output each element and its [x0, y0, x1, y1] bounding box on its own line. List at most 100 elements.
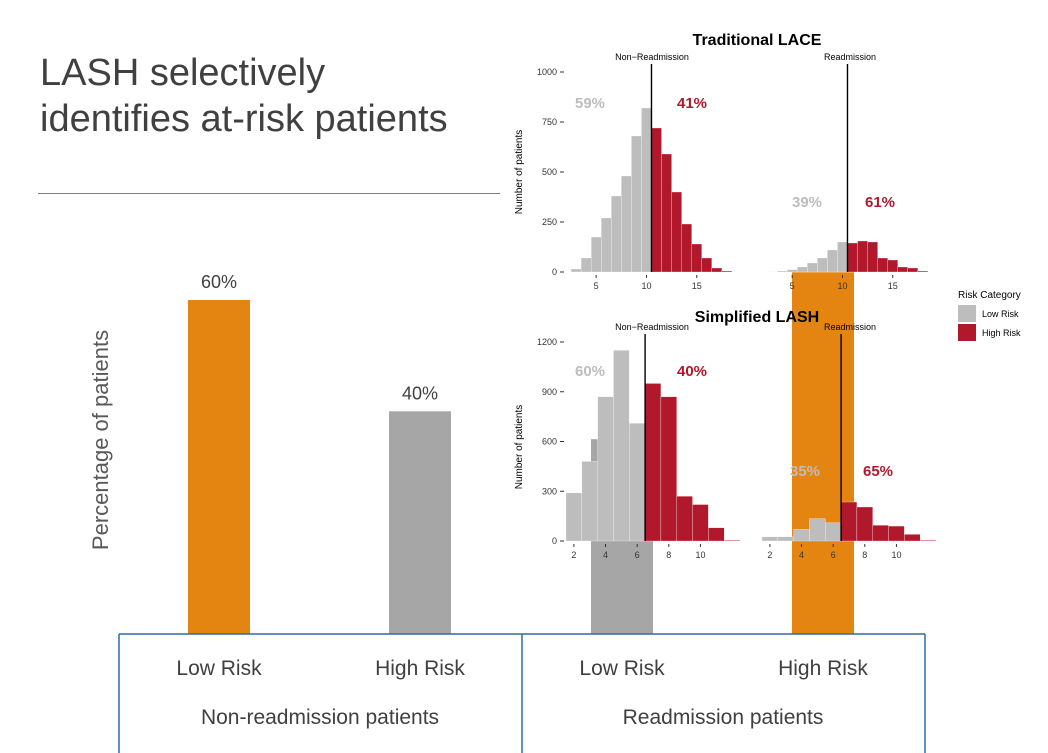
y-tick-label: 1200 [537, 337, 557, 347]
histogram-bar [897, 266, 908, 273]
histogram-bar [809, 518, 826, 542]
histogram-bar [797, 266, 808, 273]
histogram-bar [761, 536, 778, 542]
x-tick-label: 4 [603, 550, 608, 560]
histogram-bar [570, 268, 582, 273]
histogram-bar [590, 236, 602, 273]
main-bar-value-label: 40% [402, 383, 438, 403]
histogram-bar [817, 257, 828, 273]
category-label: High Risk [778, 657, 868, 680]
panel-label: Readmission [824, 322, 876, 332]
histogram-bar [661, 153, 672, 273]
histogram-bar [601, 217, 612, 273]
title-divider [38, 193, 500, 194]
histogram-bar [691, 243, 702, 273]
histogram-bar [681, 223, 692, 273]
histogram-bar [644, 383, 662, 542]
y-tick-label: 500 [542, 167, 557, 177]
y-tick-label: 1000 [537, 67, 557, 77]
low-risk-percent: 39% [792, 194, 822, 211]
x-tick-label: 10 [837, 281, 847, 291]
low-risk-percent: 59% [575, 95, 605, 112]
y-tick-label: 0 [552, 267, 557, 277]
main-bar-value-label: 60% [201, 272, 237, 292]
histogram-bar [597, 396, 614, 542]
high-risk-percent: 41% [677, 95, 707, 112]
histogram-bar [904, 534, 921, 542]
histogram-bar [825, 522, 842, 542]
histogram-bar [711, 267, 723, 273]
histogram-bar [872, 525, 889, 542]
histogram-bar [613, 350, 630, 542]
group-label: Non-readmission patients [201, 706, 439, 729]
x-tick-label: 2 [767, 550, 772, 560]
x-tick-label: 10 [695, 550, 705, 560]
high-risk-percent: 61% [865, 194, 895, 211]
x-tick-label: 6 [635, 550, 640, 560]
histogram-bar [887, 259, 898, 273]
histogram-bar [676, 496, 693, 542]
main-bar [188, 300, 250, 634]
x-tick-label: 4 [799, 550, 804, 560]
category-label: Low Risk [176, 657, 262, 680]
histogram-bar [724, 540, 741, 542]
histogram-bar [581, 461, 598, 542]
histogram-bar [701, 257, 712, 273]
low-risk-percent: 35% [790, 463, 820, 480]
legend-swatch [958, 324, 976, 341]
main-y-axis-title: Percentage of patients [88, 330, 113, 550]
y-tick-label: 750 [542, 117, 557, 127]
x-tick-label: 8 [862, 550, 867, 560]
facet-y-axis-title: Number of patients [514, 405, 525, 490]
histogram-bar [721, 270, 733, 273]
histogram-bar [907, 267, 919, 273]
histogram-bar [786, 269, 798, 273]
y-tick-label: 250 [542, 217, 557, 227]
main-bar [389, 411, 451, 634]
facet-chart-title: Simplified LASH [695, 309, 819, 326]
legend-label: Low Risk [982, 309, 1019, 319]
x-tick-label: 10 [641, 281, 651, 291]
low-risk-percent: 60% [575, 363, 605, 380]
histogram-bar [793, 529, 810, 542]
histogram-bar [641, 107, 652, 273]
y-tick-label: 0 [552, 536, 557, 546]
histogram-bar [671, 191, 682, 273]
legend-swatch [958, 305, 976, 322]
legend-title: Risk Category [958, 290, 1021, 301]
histogram-bar [660, 396, 677, 542]
histogram-bar [888, 525, 905, 542]
histogram-bar [776, 270, 788, 273]
histogram-bar [651, 127, 662, 273]
panel-label: Non−Readmission [615, 322, 689, 332]
histogram-bar [631, 135, 642, 273]
histogram-bar [867, 241, 878, 273]
y-tick-label: 300 [542, 486, 557, 496]
histogram-bar [856, 506, 873, 542]
x-tick-label: 6 [831, 550, 836, 560]
x-tick-label: 5 [594, 281, 599, 291]
histogram-bar [840, 501, 858, 542]
histogram-bar [847, 242, 858, 273]
main-bar [792, 272, 854, 634]
x-tick-label: 15 [888, 281, 898, 291]
histogram-bar [692, 504, 709, 542]
histogram-bar [827, 249, 838, 273]
histogram-bar [629, 423, 646, 542]
panel-label: Non−Readmission [615, 52, 689, 62]
histogram-bar [857, 240, 868, 273]
high-risk-percent: 40% [677, 363, 707, 380]
histogram-bar [877, 257, 888, 273]
facet-chart-title: Traditional LACE [693, 32, 822, 49]
histogram-bar [777, 536, 794, 542]
histogram-bar [917, 270, 929, 273]
histogram-bar [920, 540, 937, 542]
histogram-bar [611, 195, 622, 273]
facet-y-axis-title: Number of patients [514, 130, 525, 215]
legend-label: High Risk [982, 328, 1021, 338]
high-risk-percent: 65% [863, 463, 893, 480]
x-tick-label: 2 [571, 550, 576, 560]
histogram-bar [621, 175, 632, 273]
category-label: Low Risk [579, 657, 665, 680]
